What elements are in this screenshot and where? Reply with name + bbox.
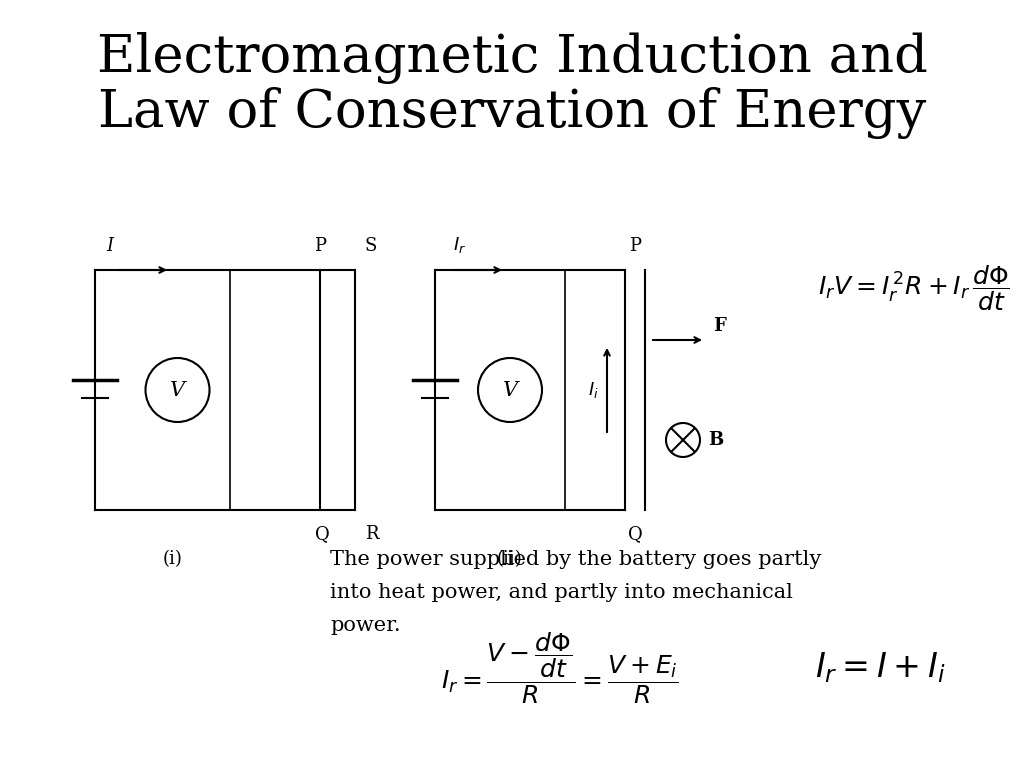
Text: power.: power. xyxy=(330,616,400,635)
Text: $I_i$: $I_i$ xyxy=(588,380,599,400)
Text: P: P xyxy=(314,237,326,255)
Text: B: B xyxy=(708,431,723,449)
Text: $I_r = \dfrac{V-\dfrac{d\Phi}{dt}}{R}=\dfrac{V+E_i}{R}$: $I_r = \dfrac{V-\dfrac{d\Phi}{dt}}{R}=\d… xyxy=(441,631,679,706)
Text: (ii): (ii) xyxy=(497,550,523,568)
Text: F: F xyxy=(713,317,726,335)
Text: The power supplied by the battery goes partly: The power supplied by the battery goes p… xyxy=(330,550,821,569)
Text: P: P xyxy=(629,237,641,255)
Text: Q: Q xyxy=(314,525,330,543)
Text: R: R xyxy=(365,525,379,543)
Text: $I_r = I + I_i$: $I_r = I + I_i$ xyxy=(815,650,945,685)
Text: V: V xyxy=(503,380,517,399)
Text: (i): (i) xyxy=(163,550,182,568)
Text: I: I xyxy=(106,237,114,255)
Text: into heat power, and partly into mechanical: into heat power, and partly into mechani… xyxy=(330,583,793,602)
Text: S: S xyxy=(365,237,378,255)
Text: Law of Conservation of Energy: Law of Conservation of Energy xyxy=(98,87,926,139)
Text: V: V xyxy=(170,380,185,399)
Text: Q: Q xyxy=(628,525,642,543)
Text: $I_rV = I_r^{\,2}R+I_r\,\dfrac{d\Phi}{dt}$: $I_rV = I_r^{\,2}R+I_r\,\dfrac{d\Phi}{dt… xyxy=(818,263,1010,313)
Text: Electromagnetic Induction and: Electromagnetic Induction and xyxy=(96,32,928,84)
Text: $I_r$: $I_r$ xyxy=(454,235,467,255)
